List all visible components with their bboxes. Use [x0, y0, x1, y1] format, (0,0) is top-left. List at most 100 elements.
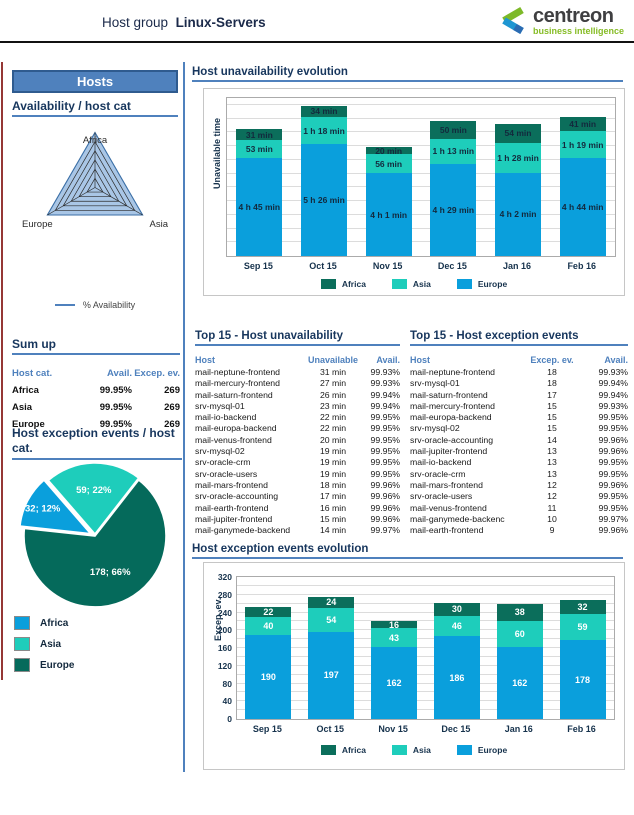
table-row: mail-io-backend 22 min 99.95%: [195, 412, 400, 423]
bar: 30 46 186: [426, 577, 489, 719]
cell: srv-oracle-users: [195, 468, 258, 479]
legend-label: Asia: [40, 638, 62, 650]
chart1-x-axis: Sep 15 Oct 15 Nov 15 Dec 15 Jan 16 Feb 16: [226, 261, 614, 271]
gridline: [237, 700, 614, 702]
legend-item-africa: Africa: [320, 745, 366, 755]
bar-value-label: 4 h 1 min: [370, 209, 408, 220]
bar: 20 min 56 min 4 h 1 min: [356, 98, 421, 256]
chart2-plot-area: 0 40 80 120 160 200 240 280 320 22 40 190 24 54 197 16 4…: [218, 572, 615, 724]
cell: 11: [547, 502, 557, 513]
table1-title: Top 15 - Host unavailability: [195, 330, 400, 346]
sumup-title: Sum up: [12, 337, 180, 355]
bar-segment-asia: 1 h 19 min: [559, 131, 606, 159]
chart1-legend: Africa Asia Europe: [204, 279, 624, 289]
y-tick-label: 80: [222, 678, 232, 689]
chart1-plot-area: 31 min 53 min 4 h 45 min 34 min 1 h 18 min 5 …: [226, 97, 616, 257]
cell: 13: [547, 446, 557, 457]
cell: mail-neptune-frontend: [195, 367, 280, 377]
legend-swatch-icon: [456, 745, 472, 755]
bar-value-label: 32: [577, 601, 588, 612]
bar-value-label: 60: [514, 628, 525, 639]
bar: 22 40 190: [237, 577, 300, 719]
cell: 99.95%: [370, 412, 400, 423]
centreon-logo: centreon business intelligence: [496, 6, 624, 36]
bar-value-label: 46: [451, 621, 462, 632]
table-row: mail-europa-backend 22 min 99.95%: [195, 423, 400, 434]
logo-subtitle: business intelligence: [532, 26, 624, 36]
cell: 9: [549, 525, 555, 536]
bar-value-label: 190: [260, 671, 276, 682]
exception-pie-chart: 59; 22% 178; 66% 32; 12%: [14, 460, 174, 612]
bar-segment-africa: 41 min: [559, 117, 606, 132]
bar-segment-africa: 30: [433, 602, 480, 617]
cell: 99.96%: [370, 513, 400, 524]
cell: mail-europa-backend: [410, 412, 492, 423]
bar-segment-asia: 53 min: [236, 139, 283, 159]
legend-label: Africa: [341, 745, 366, 755]
cell: 15: [547, 423, 557, 434]
cell: 99.95%: [598, 502, 628, 513]
cell: 99.93%: [370, 378, 400, 389]
table-row: mail-venus-frontend 11 99.95%: [410, 503, 628, 514]
cell: 20 min: [319, 434, 347, 445]
sumup-row: Africa 99.95% 269: [12, 382, 180, 399]
gridline: [227, 145, 615, 147]
chart-exception-events: Excep. ev. 0 40 80 120 160 200 240 280 320 22 40 19…: [203, 562, 625, 770]
table-row: mail-io-backend 13 99.95%: [410, 457, 628, 468]
bar-value-label: 40: [263, 620, 274, 631]
legend-item-europe: Europe: [456, 745, 507, 755]
cell: mail-mars-frontend: [410, 479, 483, 490]
x-tick-label: Dec 15: [437, 261, 467, 271]
bar-value-label: 4 h 45 min: [238, 202, 281, 213]
table-row: mail-ganymede-backenc 10 99.97%: [410, 514, 628, 525]
page-title: Host group Linux-Servers: [102, 15, 266, 30]
x-tick-label: Feb 16: [567, 724, 596, 734]
logo-text: centreon: [532, 5, 614, 27]
x-tick-label: Feb 16: [567, 261, 596, 271]
cell: Europe: [12, 419, 45, 430]
table-row: mail-jupiter-frontend 13 99.96%: [410, 446, 628, 457]
bar-value-label: 4 h 2 min: [499, 209, 537, 220]
sumup-header-excep: Excep. ev.: [134, 368, 180, 379]
centreon-logo-icon: [502, 6, 524, 35]
pie-section-title: Host exception events / host cat.: [12, 426, 182, 460]
cell: mail-saturn-frontend: [195, 389, 273, 400]
availability-radar-chart: Africa Europe Asia: [12, 120, 178, 245]
bar-segment-europe: 4 h 45 min: [236, 158, 283, 256]
radar-legend-label: % Availability: [82, 300, 136, 310]
radar-label-europe: Europe: [22, 219, 53, 230]
bar-segment-asia: 1 h 18 min: [300, 117, 347, 145]
cell: 22 min: [319, 423, 347, 434]
bar: 24 54 197: [300, 577, 363, 719]
table-row: srv-oracle-users 19 min 99.95%: [195, 469, 400, 480]
table2-header-host: Host: [410, 355, 430, 365]
sumup-section: Sum up Host cat. Avail. Excep. ev. Afric…: [12, 337, 180, 433]
table2-header-row: Host Excep. ev. Avail.: [410, 354, 628, 366]
cell: mail-mercury-frontend: [195, 378, 280, 389]
cell: 15: [547, 400, 557, 411]
x-tick-label: Jan 16: [503, 261, 532, 271]
sumup-header-row: Host cat. Avail. Excep. ev.: [12, 365, 180, 382]
cell: 99.96%: [370, 502, 400, 513]
bar-segment-asia: 46: [433, 616, 480, 637]
bar-segment-africa: 50 min: [430, 121, 477, 139]
left-edge-line: [1, 62, 3, 680]
legend-label: Europe: [40, 659, 75, 671]
pie-slice-label: 59; 22%: [76, 485, 112, 496]
bar-value-label: 34 min: [310, 106, 338, 117]
bar-segment-europe: 4 h 44 min: [559, 158, 606, 256]
cell: 99.95%: [370, 423, 400, 434]
table2-title: Top 15 - Host exception events: [410, 330, 628, 346]
bar-segment-asia: 40: [245, 616, 292, 635]
table-row: srv-mysql-02 15 99.95%: [410, 423, 628, 434]
gridline: [237, 682, 614, 684]
bar-segment-africa: 54 min: [494, 124, 541, 143]
gridline: [227, 200, 615, 202]
cell: 12: [547, 491, 557, 502]
bar-value-label: 16: [389, 619, 400, 630]
gridline: [227, 131, 615, 133]
cell: 99.95%: [598, 457, 628, 468]
sumup-row: Asia 99.95% 269: [12, 399, 180, 416]
bar-segment-africa: 24: [308, 597, 355, 608]
cell: 19 min: [319, 446, 347, 457]
